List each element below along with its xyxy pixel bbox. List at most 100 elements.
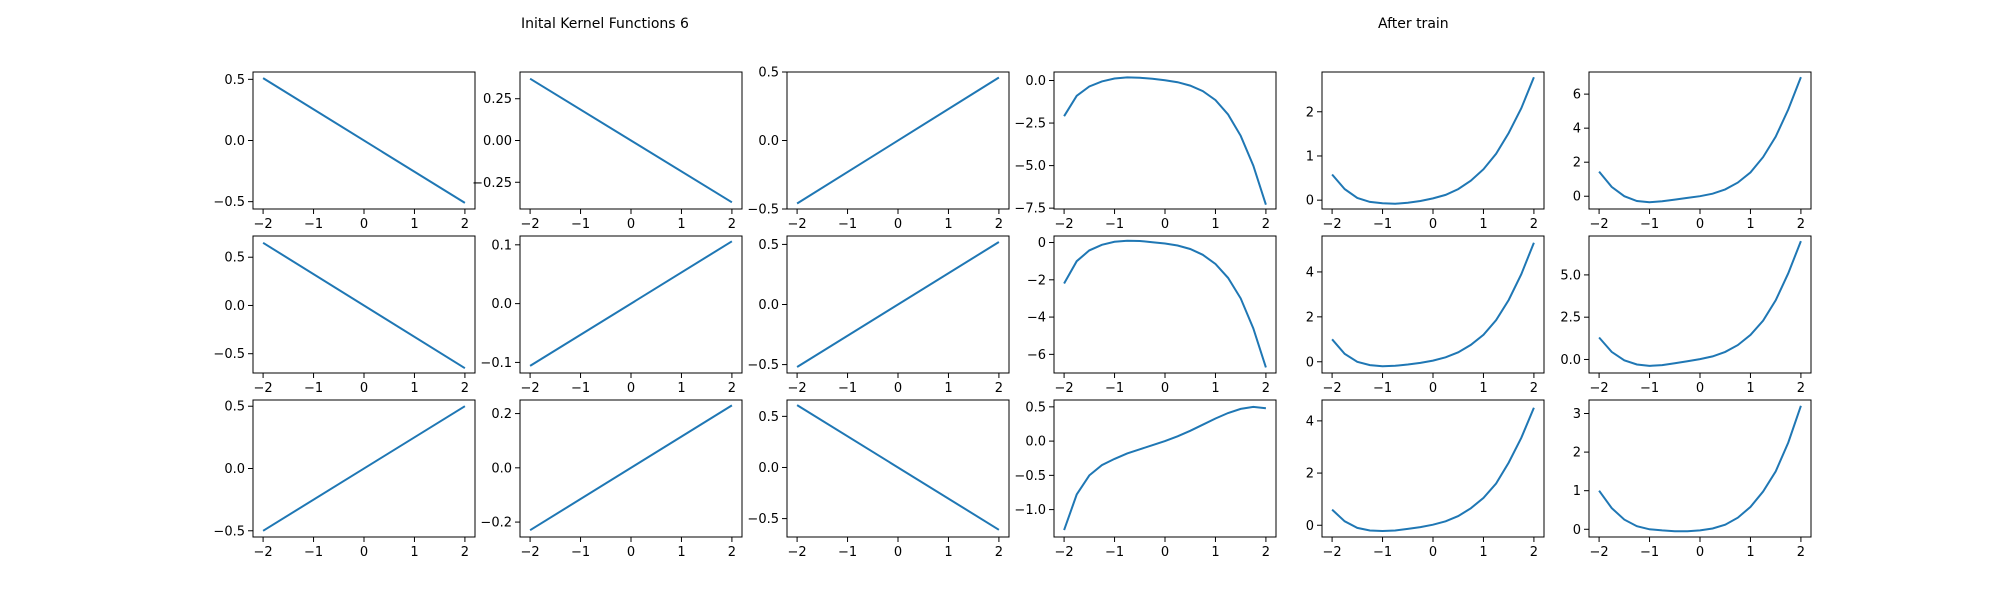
x-tick-label: 0 bbox=[894, 217, 902, 232]
subplot-r2c4: −2 −1 0 1 2 0 −2 −4 −6 bbox=[1027, 235, 1277, 396]
y-tick-label: 0.5 bbox=[758, 410, 779, 425]
x-tick-label: −1 bbox=[304, 217, 323, 232]
x-tick-label: 2 bbox=[1530, 381, 1538, 396]
x-tick-label: −1 bbox=[1105, 545, 1124, 560]
x-tick-label: 0 bbox=[1429, 217, 1437, 232]
series-line bbox=[1063, 239, 1267, 368]
x-tick-label: −2 bbox=[1055, 381, 1074, 396]
x-tick-label: −1 bbox=[1640, 217, 1659, 232]
subplot-r3c3: −2 −1 0 1 2 0.5 0.0 −0.5 bbox=[747, 399, 1010, 560]
y-tick-label: 0.5 bbox=[224, 251, 245, 266]
y-tick-label: 4 bbox=[1306, 414, 1314, 429]
series-line bbox=[796, 241, 1000, 368]
x-tick-label: 1 bbox=[944, 381, 952, 396]
y-tick-label: 0 bbox=[1306, 355, 1314, 370]
subplot-r1c5: −2 −1 0 1 2 2 1 0 bbox=[1306, 71, 1545, 232]
y-tick-label: −7.5 bbox=[1014, 202, 1046, 217]
y-tick-label: −2.5 bbox=[1014, 117, 1046, 132]
x-tick-label: 0 bbox=[627, 545, 635, 560]
x-tick-label: −2 bbox=[788, 381, 807, 396]
x-tick-label: −1 bbox=[838, 545, 857, 560]
subplot-r2c3: −2 −1 0 1 2 0.5 0.0 −0.5 bbox=[747, 235, 1010, 396]
axes-frame bbox=[1321, 235, 1545, 374]
series-line bbox=[1331, 76, 1535, 205]
x-tick-label: 0 bbox=[1696, 217, 1704, 232]
y-tick-label: 6 bbox=[1573, 88, 1581, 103]
y-tick-label: −5.0 bbox=[1014, 159, 1046, 174]
x-tick-label: 2 bbox=[1797, 217, 1805, 232]
y-tick-label: 0.0 bbox=[758, 298, 779, 313]
axes-frame bbox=[1588, 71, 1812, 210]
series-line bbox=[1063, 76, 1267, 206]
x-tick-label: −2 bbox=[1323, 381, 1342, 396]
y-tick-label: −0.5 bbox=[213, 524, 245, 539]
y-tick-label: −4 bbox=[1027, 311, 1046, 326]
y-tick-label: 0.1 bbox=[491, 238, 512, 253]
subplot-r3c2: −2 −1 0 1 2 0.2 0.0 −0.2 bbox=[480, 399, 743, 560]
y-tick-label: 0.2 bbox=[491, 407, 512, 422]
y-tick-label: 0 bbox=[1573, 190, 1581, 205]
x-tick-label: 0 bbox=[1429, 381, 1437, 396]
x-tick-label: −1 bbox=[571, 381, 590, 396]
y-tick-label: 0.0 bbox=[224, 462, 245, 477]
x-tick-label: −1 bbox=[1105, 217, 1124, 232]
title-after-train: After train bbox=[1378, 16, 1449, 32]
y-tick-label: 0.0 bbox=[224, 134, 245, 149]
series-line bbox=[529, 240, 733, 367]
y-tick-label: −0.2 bbox=[480, 516, 512, 531]
x-tick-label: 2 bbox=[1262, 545, 1270, 560]
x-tick-label: −2 bbox=[1323, 217, 1342, 232]
series-line bbox=[1331, 242, 1535, 368]
x-tick-label: 2 bbox=[995, 381, 1003, 396]
y-tick-label: 0 bbox=[1573, 523, 1581, 538]
y-tick-label: 4 bbox=[1573, 122, 1581, 137]
y-tick-label: 0.0 bbox=[758, 134, 779, 149]
x-tick-label: −2 bbox=[1590, 545, 1609, 560]
x-tick-label: −1 bbox=[1373, 545, 1392, 560]
x-tick-label: −1 bbox=[838, 217, 857, 232]
x-tick-label: −2 bbox=[1323, 545, 1342, 560]
x-tick-label: 0 bbox=[894, 545, 902, 560]
y-tick-label: 2 bbox=[1306, 310, 1314, 325]
x-tick-label: 1 bbox=[1746, 545, 1754, 560]
y-tick-label: 0.5 bbox=[758, 66, 779, 81]
subplot-r1c4: −2 −1 0 1 2 0.0 −2.5 −5.0 −7.5 bbox=[1014, 71, 1277, 232]
series-line bbox=[529, 77, 733, 204]
x-tick-label: −1 bbox=[838, 381, 857, 396]
y-tick-label: 5.0 bbox=[1560, 268, 1581, 283]
x-tick-label: −2 bbox=[254, 217, 273, 232]
x-tick-label: −2 bbox=[521, 381, 540, 396]
y-tick-label: −0.5 bbox=[213, 347, 245, 362]
x-tick-label: −1 bbox=[1640, 381, 1659, 396]
x-tick-label: 2 bbox=[1797, 381, 1805, 396]
x-tick-label: 1 bbox=[1479, 545, 1487, 560]
y-tick-label: −0.5 bbox=[1014, 469, 1046, 484]
y-tick-label: −0.5 bbox=[747, 203, 779, 218]
x-tick-label: −2 bbox=[788, 217, 807, 232]
x-tick-label: 1 bbox=[1479, 381, 1487, 396]
y-tick-label: 0 bbox=[1038, 236, 1046, 251]
series-line bbox=[1598, 405, 1802, 533]
x-tick-label: 1 bbox=[677, 217, 685, 232]
y-tick-label: 0 bbox=[1306, 194, 1314, 209]
subplot-r1c2: −2 −1 0 1 2 0.25 0.00 −0.25 bbox=[472, 71, 743, 232]
series-line bbox=[529, 404, 733, 532]
y-tick-label: 2 bbox=[1306, 105, 1314, 120]
y-tick-label: −0.5 bbox=[747, 358, 779, 373]
series-line bbox=[1598, 240, 1802, 367]
x-tick-label: 2 bbox=[728, 381, 736, 396]
axes-frame bbox=[1053, 399, 1277, 538]
series-line bbox=[1063, 405, 1267, 531]
y-tick-label: −6 bbox=[1027, 348, 1046, 363]
y-tick-label: 0.5 bbox=[1025, 400, 1046, 415]
x-tick-label: 0 bbox=[1161, 545, 1169, 560]
x-tick-label: 1 bbox=[944, 545, 952, 560]
subplot-r3c5: −2 −1 0 1 2 4 2 0 bbox=[1306, 399, 1545, 560]
y-tick-label: 0.0 bbox=[1560, 353, 1581, 368]
series-line bbox=[796, 404, 1000, 531]
x-tick-label: −2 bbox=[788, 545, 807, 560]
x-tick-label: −1 bbox=[1373, 217, 1392, 232]
y-tick-label: 0.0 bbox=[1025, 74, 1046, 89]
y-tick-label: 1 bbox=[1306, 149, 1314, 164]
subplot-r3c6: −2 −1 0 1 2 3 2 1 0 bbox=[1573, 399, 1812, 560]
